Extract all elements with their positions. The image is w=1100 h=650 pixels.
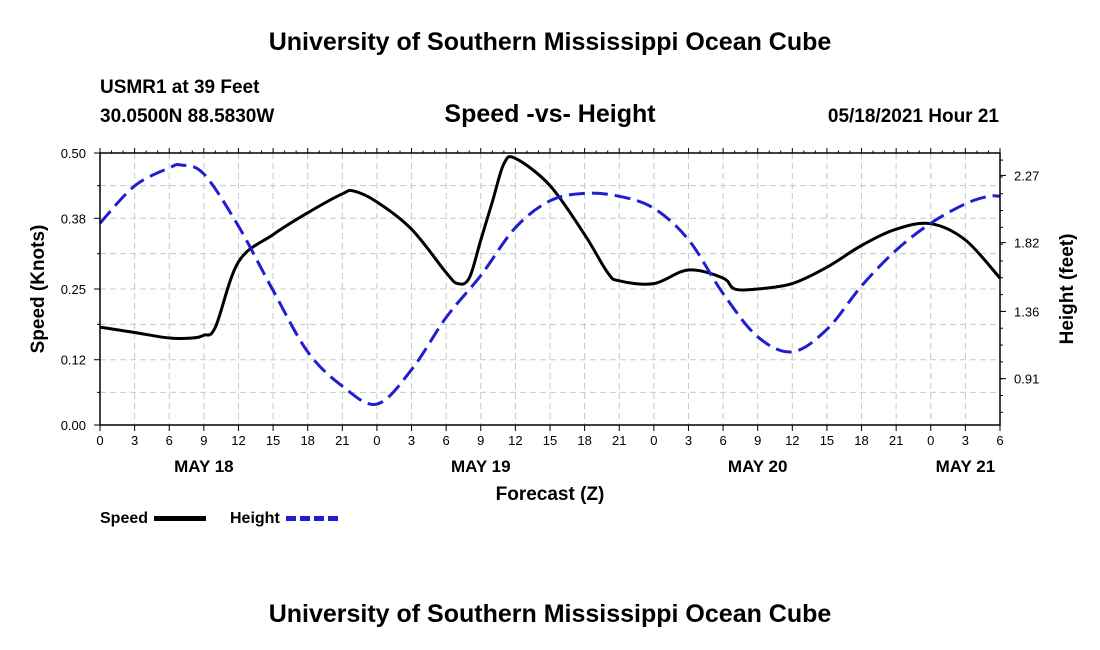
axis-labels: 0 3 6 9 12 15 18 21 0 3 6 9 12 15 18 21 0 3 6 9 12 15 18 21 0 3 6M… [61,146,1040,476]
y2-tick-label: 0.91 [1014,372,1039,387]
y-tick-label: 0.50 [61,146,86,161]
y2-axis-label: Height (feet) [1057,234,1078,345]
y-tick-label: 0.38 [61,211,86,226]
x-tick-label: 9 [477,433,484,448]
x-tick-label: 6 [166,433,173,448]
x-tick-label: 21 [889,433,903,448]
y2-tick-label: 1.36 [1014,304,1039,319]
x-day-label: MAY 19 [451,457,511,476]
legend-height: Height [230,510,339,528]
x-tick-label: 6 [996,433,1003,448]
x-tick-label: 15 [820,433,834,448]
x-tick-label: 21 [612,433,626,448]
x-tick-label: 6 [443,433,450,448]
x-tick-label: 6 [719,433,726,448]
page-title: University of Southern Mississippi Ocean… [268,28,832,56]
x-day-label: MAY 21 [936,457,996,476]
chart-title: Speed -vs- Height [444,100,656,128]
legend-speed-swatch [154,516,207,522]
y2-tick-label: 1.82 [1014,236,1039,251]
x-tick-label: 15 [266,433,280,448]
y-axis-label: Speed (Knots) [28,225,49,354]
x-tick-label: 0 [927,433,934,448]
x-tick-label: 12 [231,433,245,448]
axis-ticks [94,148,1006,431]
forecast-datetime: 05/18/2021 Hour 21 [827,106,999,127]
grid [100,153,1000,425]
footer-title: University of Southern Mississippi Ocean… [268,600,832,628]
x-tick-label: 12 [785,433,799,448]
y-tick-label: 0.12 [61,353,86,368]
x-tick-label: 18 [854,433,868,448]
x-tick-label: 15 [543,433,557,448]
legend-speed-label: Speed [100,510,149,527]
x-tick-label: 0 [650,433,657,448]
legend-speed: Speed [100,510,207,528]
x-tick-label: 3 [962,433,969,448]
x-axis-label: Forecast (Z) [496,484,605,505]
x-tick-label: 18 [300,433,314,448]
x-tick-label: 9 [754,433,761,448]
station-coordinates: 30.0500N 88.5830W [100,106,275,127]
x-tick-label: 3 [408,433,415,448]
x-tick-label: 18 [577,433,591,448]
x-day-label: MAY 20 [728,457,788,476]
x-tick-label: 0 [373,433,380,448]
x-tick-label: 21 [335,433,349,448]
y-tick-label: 0.25 [61,282,86,297]
x-tick-label: 0 [96,433,103,448]
series-height-line [98,163,1001,406]
legend-height-label: Height [230,510,280,527]
y2-tick-label: 2.27 [1014,168,1039,183]
x-tick-label: 12 [508,433,522,448]
x-tick-label: 3 [685,433,692,448]
x-tick-label: 3 [131,433,138,448]
legend-height-swatch [286,516,339,522]
x-tick-label: 9 [200,433,207,448]
x-day-label: MAY 18 [174,457,234,476]
series-speed-line [99,155,1002,341]
station-label: USMR1 at 39 Feet [100,77,260,98]
series-layer [98,155,1002,406]
y-tick-label: 0.00 [61,418,86,433]
